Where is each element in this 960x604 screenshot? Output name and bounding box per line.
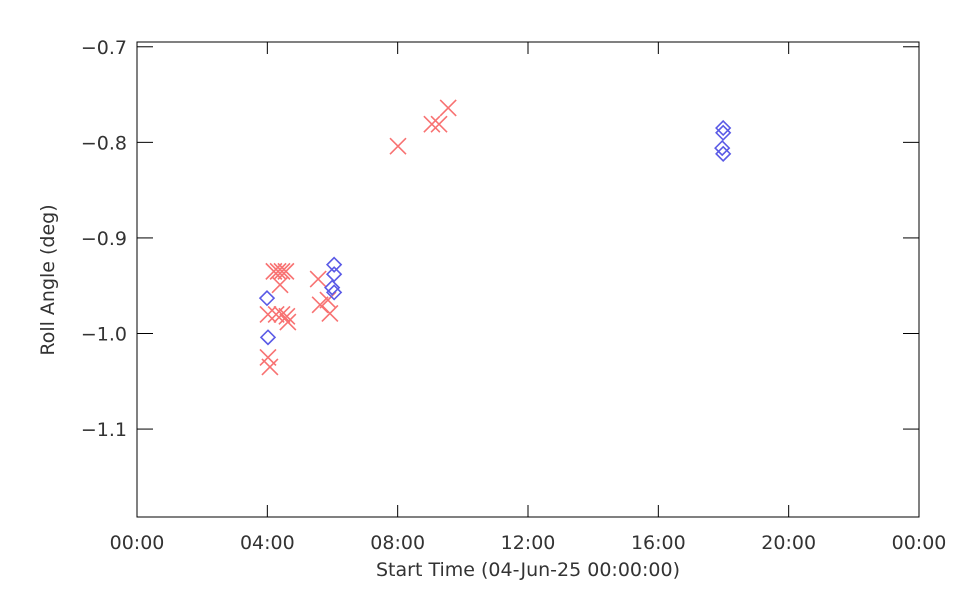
y-tick-label: −0.8 <box>81 132 127 154</box>
point <box>273 305 291 323</box>
point <box>325 256 343 273</box>
x-tick-label: 16:00 <box>631 532 686 554</box>
point <box>267 305 285 323</box>
point <box>714 139 731 157</box>
x-tick-label: 12:00 <box>501 532 556 554</box>
y-tick-label: −0.7 <box>81 37 127 59</box>
x-tick-label: 00:00 <box>892 532 947 554</box>
x-tick-label: 04:00 <box>240 532 295 554</box>
point <box>259 329 277 346</box>
point <box>324 279 341 296</box>
point <box>261 358 279 376</box>
point <box>389 137 407 155</box>
point <box>325 284 343 301</box>
point <box>258 290 276 307</box>
plot-frame <box>136 41 920 518</box>
point <box>715 119 732 137</box>
point <box>265 262 283 280</box>
point <box>325 266 343 283</box>
point <box>423 115 441 133</box>
point <box>309 270 327 288</box>
point <box>277 262 295 280</box>
x-tick-label: 00:00 <box>110 532 165 554</box>
point <box>321 304 339 322</box>
y-axis-label: Roll Angle (deg) <box>37 204 59 355</box>
point <box>439 99 457 117</box>
point <box>430 115 448 133</box>
point <box>311 296 329 314</box>
point <box>279 313 297 331</box>
y-tick-label: −1.1 <box>81 419 127 441</box>
y-tick-label: −1.0 <box>81 323 127 345</box>
point <box>715 145 732 162</box>
x-tick-label: 20:00 <box>761 532 816 554</box>
x-tick-label: 08:00 <box>370 532 425 554</box>
point <box>259 305 277 323</box>
point <box>715 124 732 141</box>
point <box>271 276 289 294</box>
point <box>278 307 296 325</box>
y-tick-label: −0.9 <box>81 228 127 250</box>
x-axis-label: Start Time (04-Jun-25 00:00:00) <box>376 559 680 581</box>
